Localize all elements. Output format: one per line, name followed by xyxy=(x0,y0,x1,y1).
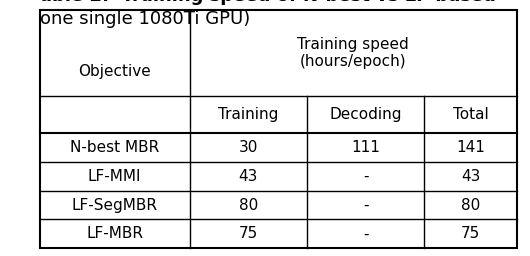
Text: Training speed
(hours/epoch): Training speed (hours/epoch) xyxy=(297,37,409,69)
Text: -: - xyxy=(363,226,368,241)
Text: 80: 80 xyxy=(461,198,480,212)
Text: 43: 43 xyxy=(238,169,258,184)
Text: 75: 75 xyxy=(238,226,258,241)
Text: able 2:  Training speed of N-best vs LF-based: able 2: Training speed of N-best vs LF-b… xyxy=(40,0,496,5)
Text: 75: 75 xyxy=(461,226,480,241)
Text: N-best MBR: N-best MBR xyxy=(70,140,160,155)
Text: LF-MBR: LF-MBR xyxy=(86,226,143,241)
Text: 30: 30 xyxy=(238,140,258,155)
Text: -: - xyxy=(363,169,368,184)
Text: -: - xyxy=(363,198,368,212)
Text: LF-MMI: LF-MMI xyxy=(88,169,142,184)
Text: 80: 80 xyxy=(238,198,258,212)
Text: Total: Total xyxy=(453,107,489,122)
Text: Training: Training xyxy=(218,107,278,122)
Text: LF-SegMBR: LF-SegMBR xyxy=(72,198,157,212)
Text: 43: 43 xyxy=(461,169,480,184)
Text: 141: 141 xyxy=(456,140,485,155)
Text: one single 1080Ti GPU): one single 1080Ti GPU) xyxy=(40,10,250,28)
Text: Objective: Objective xyxy=(78,64,151,79)
Text: 111: 111 xyxy=(351,140,380,155)
Text: Decoding: Decoding xyxy=(330,107,402,122)
